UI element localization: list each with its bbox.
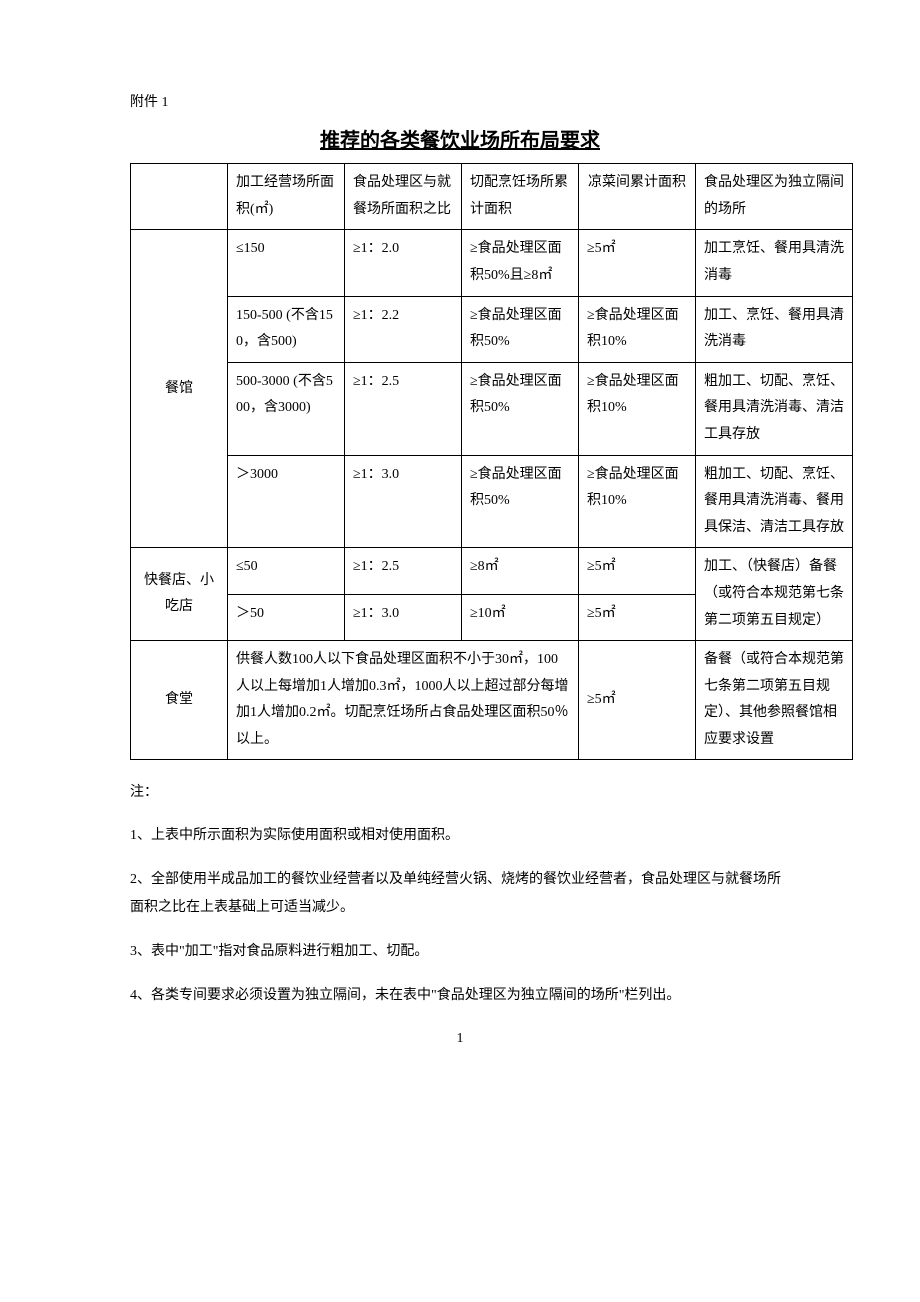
cell-cutcook: ≥食品处理区面积50% (462, 455, 579, 548)
cell-cold: ≥食品处理区面积10% (579, 455, 696, 548)
cell-area: ≤150 (228, 230, 345, 296)
layout-requirements-table: 加工经营场所面积(㎡) 食品处理区与就餐场所面积之比 切配烹饪场所累计面积 凉菜… (130, 163, 853, 760)
cell-indep: 加工、烹饪、餐用具清洗消毒 (696, 296, 853, 362)
table-row: 500-3000 (不含500，含3000) ≥1：2.5 ≥食品处理区面积50… (131, 362, 853, 455)
cell-cold: ≥食品处理区面积10% (579, 362, 696, 455)
cell-cold: ≥5㎡ (579, 230, 696, 296)
header-type (131, 164, 228, 230)
cell-cold: ≥食品处理区面积10% (579, 296, 696, 362)
table-row: 150-500 (不含150，含500) ≥1：2.2 ≥食品处理区面积50% … (131, 296, 853, 362)
cell-ratio: ≥1：3.0 (345, 455, 462, 548)
page-title: 推荐的各类餐饮业场所布局要求 (130, 123, 790, 159)
cell-ratio: ≥1：2.0 (345, 230, 462, 296)
cell-indep: 加工烹饪、餐用具清洗消毒 (696, 230, 853, 296)
cell-ratio: ≥1：2.2 (345, 296, 462, 362)
attachment-label: 附件 1 (130, 90, 790, 115)
cell-ratio: ≥1：2.5 (345, 362, 462, 455)
cell-indep: 备餐（或符合本规范第七条第二项第五目规定）、其他参照餐馆相应要求设置 (696, 641, 853, 760)
cell-area: ＞50 (228, 594, 345, 640)
note-item: 2、全部使用半成品加工的餐饮业经营者以及单纯经营火锅、烧烤的餐饮业经营者，食品处… (130, 866, 790, 922)
header-ratio: 食品处理区与就餐场所面积之比 (345, 164, 462, 230)
cell-indep: 加工、（快餐店）备餐（或符合本规范第七条第二项第五目规定） (696, 548, 853, 641)
cell-cold: ≥5㎡ (579, 641, 696, 760)
cell-cutcook: ≥食品处理区面积50% (462, 362, 579, 455)
canteen-label: 食堂 (131, 641, 228, 760)
cell-area: ＞3000 (228, 455, 345, 548)
note-item: 3、表中"加工"指对食品原料进行粗加工、切配。 (130, 938, 790, 966)
header-indep: 食品处理区为独立隔间的场所 (696, 164, 853, 230)
page-number: 1 (130, 1026, 790, 1051)
canteen-merged: 供餐人数100人以下食品处理区面积不小于30㎡，100人以上每增加1人增加0.3… (228, 641, 579, 760)
notes-label: 注： (130, 780, 790, 805)
cell-ratio: ≥1：2.5 (345, 548, 462, 594)
header-area: 加工经营场所面积(㎡) (228, 164, 345, 230)
cell-cold: ≥5㎡ (579, 548, 696, 594)
cell-ratio: ≥1：3.0 (345, 594, 462, 640)
table-row: ＞3000 ≥1：3.0 ≥食品处理区面积50% ≥食品处理区面积10% 粗加工… (131, 455, 853, 548)
table-row: 食堂 供餐人数100人以下食品处理区面积不小于30㎡，100人以上每增加1人增加… (131, 641, 853, 760)
cell-indep: 粗加工、切配、烹饪、餐用具清洗消毒、餐用具保洁、清洁工具存放 (696, 455, 853, 548)
note-item: 1、上表中所示面积为实际使用面积或相对使用面积。 (130, 822, 790, 850)
cell-cutcook: ≥食品处理区面积50%且≥8㎡ (462, 230, 579, 296)
table-row: 餐馆 ≤150 ≥1：2.0 ≥食品处理区面积50%且≥8㎡ ≥5㎡ 加工烹饪、… (131, 230, 853, 296)
table-header-row: 加工经营场所面积(㎡) 食品处理区与就餐场所面积之比 切配烹饪场所累计面积 凉菜… (131, 164, 853, 230)
fastfood-label: 快餐店、小吃店 (131, 548, 228, 641)
cell-cutcook: ≥8㎡ (462, 548, 579, 594)
cell-area: 500-3000 (不含500，含3000) (228, 362, 345, 455)
header-cold: 凉菜间累计面积 (579, 164, 696, 230)
cell-cutcook: ≥食品处理区面积50% (462, 296, 579, 362)
cell-area: 150-500 (不含150，含500) (228, 296, 345, 362)
restaurant-label: 餐馆 (131, 230, 228, 548)
cell-cutcook: ≥10㎡ (462, 594, 579, 640)
note-item: 4、各类专间要求必须设置为独立隔间，未在表中"食品处理区为独立隔间的场所"栏列出… (130, 982, 790, 1010)
cell-cold: ≥5㎡ (579, 594, 696, 640)
table-row: 快餐店、小吃店 ≤50 ≥1：2.5 ≥8㎡ ≥5㎡ 加工、（快餐店）备餐（或符… (131, 548, 853, 594)
cell-indep: 粗加工、切配、烹饪、餐用具清洗消毒、清洁工具存放 (696, 362, 853, 455)
cell-area: ≤50 (228, 548, 345, 594)
header-cutcook: 切配烹饪场所累计面积 (462, 164, 579, 230)
